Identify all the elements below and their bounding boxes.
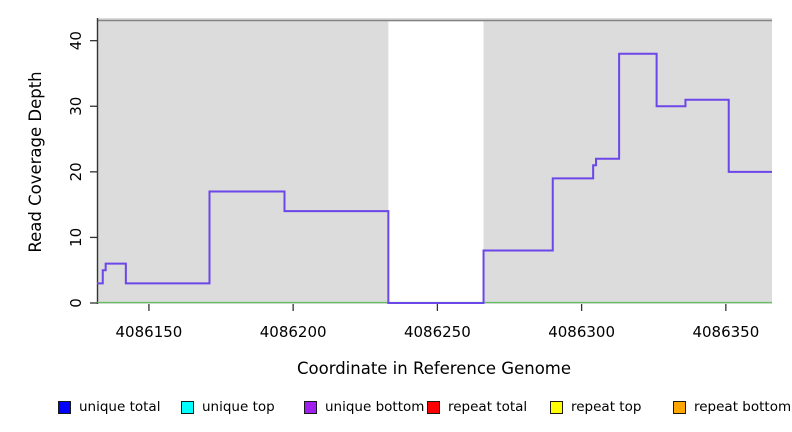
x-axis-title: Coordinate in Reference Genome — [297, 359, 571, 378]
gap-region — [388, 21, 484, 302]
legend-label: unique top — [202, 399, 275, 415]
legend-label: repeat total — [448, 399, 528, 415]
legend-swatch-icon — [427, 400, 440, 414]
legend-item: unique total — [58, 399, 181, 415]
legend-item: repeat bottom — [673, 399, 792, 415]
legend-swatch-icon — [58, 400, 71, 414]
y-axis-title: Read Coverage Depth — [26, 71, 45, 252]
x-tick-label: 4086200 — [260, 323, 327, 341]
y-tick-label: 20 — [67, 162, 85, 181]
legend-label: repeat top — [571, 399, 642, 415]
legend-swatch-icon — [550, 400, 563, 414]
chart-legend: unique total unique top unique bottom repea… — [58, 399, 792, 415]
y-tick-label: 30 — [67, 97, 85, 116]
legend-item: unique top — [181, 399, 304, 415]
legend-swatch-icon — [181, 400, 194, 414]
x-tick-label: 4086350 — [692, 323, 759, 341]
y-tick-label: 0 — [67, 298, 85, 308]
legend-item: repeat total — [427, 399, 550, 415]
y-tick-label: 40 — [67, 31, 85, 50]
legend-label: repeat bottom — [694, 399, 792, 415]
legend-swatch-icon — [673, 400, 686, 414]
x-tick-label: 4086300 — [548, 323, 615, 341]
legend-label: unique bottom — [325, 399, 425, 415]
coverage-step-line — [97, 52, 772, 304]
x-tick-label: 4086250 — [404, 323, 471, 341]
legend-item: unique bottom — [304, 399, 427, 415]
legend-swatch-icon — [304, 400, 317, 414]
legend-label: unique total — [79, 399, 161, 415]
plot-layers: 4086150 4086200 4086250 4086300 4086350 0 10 20… — [67, 18, 772, 341]
coverage-plot: 4086150 4086200 4086250 4086300 4086350 0 10 20… — [26, 18, 772, 378]
legend-item: repeat top — [550, 399, 673, 415]
y-tick-label: 10 — [67, 228, 85, 247]
x-tick-label: 4086150 — [116, 323, 183, 341]
